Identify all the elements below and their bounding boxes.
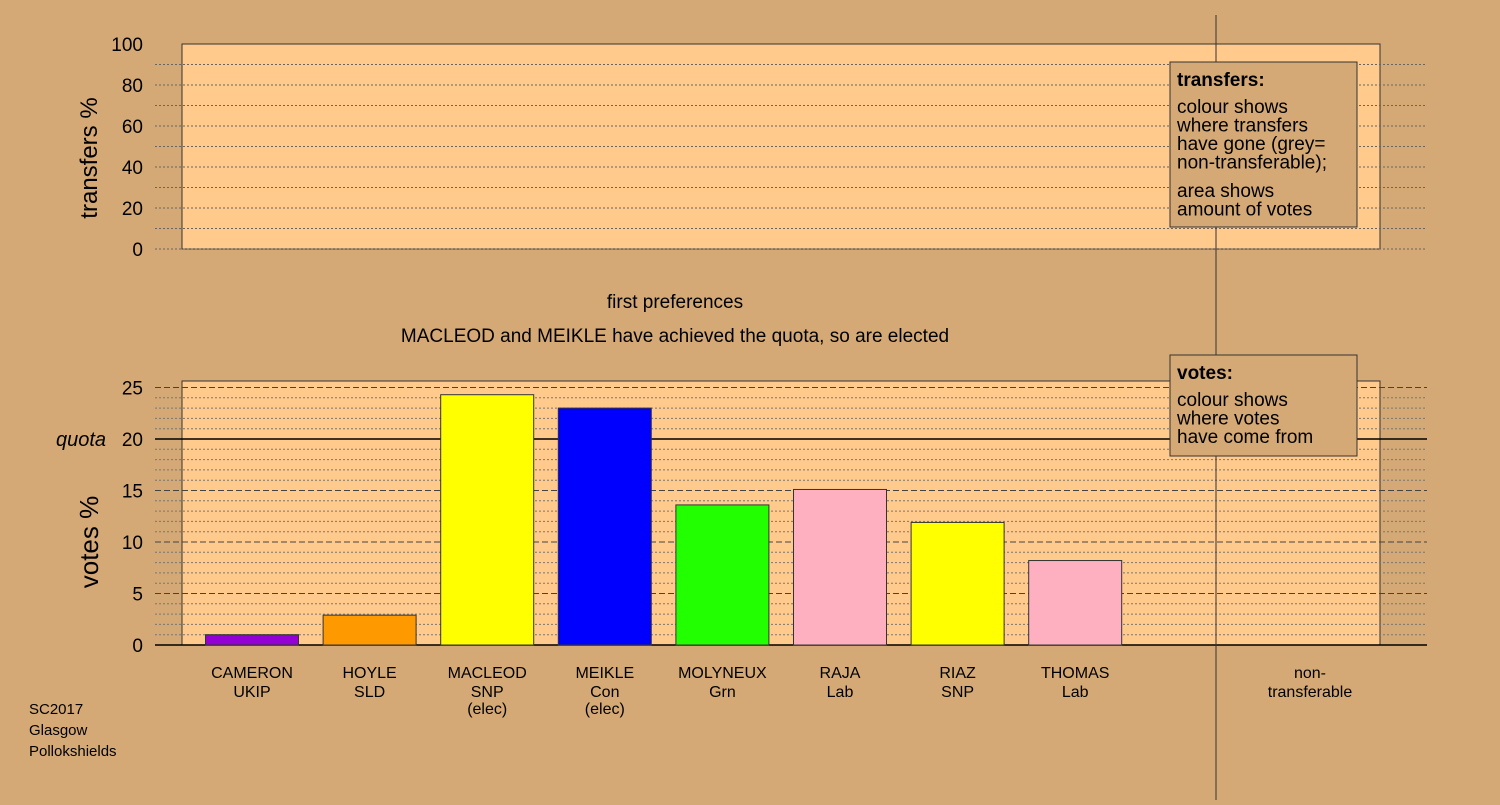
transfers-legend-line: area shows: [1177, 181, 1274, 202]
bar-cameron: [205, 634, 299, 646]
transfers-y-tick-label: 0: [132, 240, 143, 261]
candidate-name-label: MOLYNEUX: [678, 665, 767, 682]
candidate-name-label: THOMAS: [1041, 665, 1109, 682]
votes-legend-box: [1169, 354, 1358, 457]
votes-legend-line: colour shows: [1177, 390, 1288, 411]
transfers-y-tick-label: 80: [122, 76, 143, 97]
votes-legend-line: have come from: [1177, 427, 1313, 448]
candidate-name-label: MEIKLE: [575, 665, 634, 682]
votes-legend-line: where votes: [1176, 409, 1279, 430]
transfers-legend-title: transfers:: [1177, 70, 1265, 91]
transfers-legend-line: where transfers: [1176, 116, 1308, 137]
bar-macleod: [440, 394, 535, 646]
transfers-legend-line: have gone (grey=: [1177, 134, 1325, 155]
votes-y-tick-label: 5: [132, 585, 143, 606]
bar-thomas: [1028, 560, 1123, 646]
candidate-name-label: HOYLE: [342, 665, 396, 682]
candidate-party-label: SNP: [471, 684, 504, 701]
footer-line: Pollokshields: [29, 743, 117, 760]
candidate-elected-note: (elec): [585, 701, 625, 718]
transfers-y-tick-label: 20: [122, 199, 143, 220]
votes-y-tick-label: 20: [122, 430, 143, 451]
votes-y-tick-label: 10: [122, 533, 143, 554]
votes-subtitle: MACLEOD and MEIKLE have achieved the quo…: [401, 326, 949, 347]
transfers-y-axis-label: transfers %: [76, 97, 103, 218]
candidate-party-label: Lab: [827, 684, 854, 701]
votes-legend-title: votes:: [1177, 363, 1233, 384]
nontransferable-label: non-: [1294, 665, 1326, 682]
votes-title: first preferences: [607, 292, 743, 313]
transfers-y-tick-label: 60: [122, 117, 143, 138]
bar-riaz: [910, 521, 1005, 646]
bar-hoyle: [322, 614, 417, 646]
candidate-name-label: CAMERON: [211, 665, 293, 682]
votes-y-tick-label: 25: [122, 379, 143, 400]
candidate-party-label: UKIP: [233, 684, 270, 701]
bar-meikle: [557, 407, 652, 646]
candidate-name-label: RAJA: [820, 665, 861, 682]
transfers-legend-box: [1169, 61, 1358, 228]
transfers-y-tick-label: 100: [111, 35, 143, 56]
candidate-party-label: Grn: [709, 684, 736, 701]
candidate-elected-note: (elec): [467, 701, 507, 718]
transfers-legend-line: non-transferable);: [1177, 153, 1327, 174]
transfers-legend-line: colour shows: [1177, 97, 1288, 118]
nontransferable-label: transferable: [1268, 684, 1353, 701]
bar-raja: [793, 488, 887, 646]
candidate-party-label: Lab: [1062, 684, 1089, 701]
candidate-name-label: MACLEOD: [448, 665, 527, 682]
candidate-party-label: SNP: [941, 684, 974, 701]
candidate-party-label: SLD: [354, 684, 385, 701]
votes-y-tick-label: 0: [132, 636, 143, 657]
candidate-party-label: Con: [590, 684, 619, 701]
transfers-y-tick-label: 40: [122, 158, 143, 179]
bar-molyneux: [675, 504, 770, 646]
votes-y-axis-label: votes %: [74, 496, 104, 589]
quota-label: quota: [56, 429, 106, 451]
candidate-name-label: RIAZ: [939, 665, 976, 682]
footer-line: SC2017: [29, 701, 83, 718]
footer-line: Glasgow: [29, 722, 88, 739]
votes-y-tick-label: 15: [122, 482, 143, 503]
transfers-legend-line: amount of votes: [1177, 200, 1312, 221]
